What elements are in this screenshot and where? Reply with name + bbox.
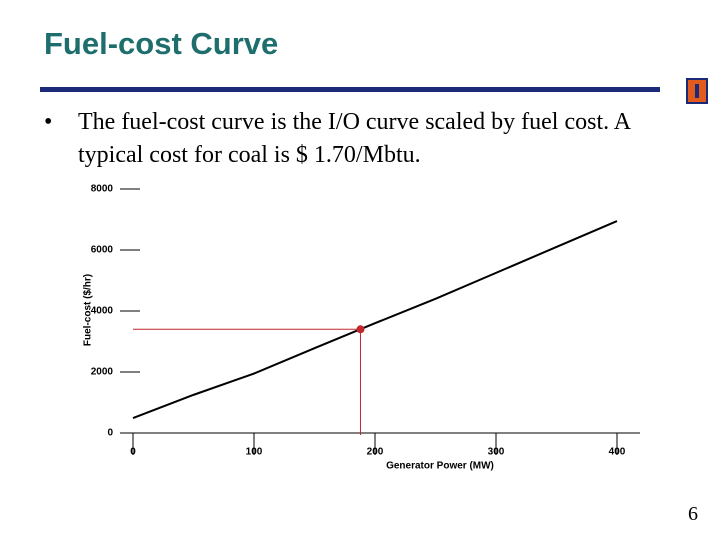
x-tick-label: 100 — [246, 447, 263, 458]
slide-title: Fuel-cost Curve — [44, 26, 279, 61]
x-axis-label: Generator Power (MW) — [386, 461, 494, 472]
y-tick-label: 8000 — [91, 184, 114, 195]
y-tick-label: 2000 — [91, 367, 114, 378]
y-axis-label: Fuel-cost ($/hr) — [83, 274, 94, 346]
x-tick-label: 200 — [367, 447, 384, 458]
y-tick-label: 0 — [107, 428, 113, 439]
title-rule — [40, 87, 660, 92]
bullet-text: The fuel-cost curve is the I/O curve sca… — [44, 106, 658, 172]
x-tick-label: 300 — [488, 447, 505, 458]
logo — [686, 78, 708, 104]
y-tick-label: 4000 — [91, 306, 114, 317]
page-number: 6 — [688, 503, 698, 525]
highlight-point — [356, 325, 365, 334]
x-tick-label: 400 — [609, 447, 626, 458]
x-tick-label: 0 — [130, 447, 136, 458]
y-tick-label: 6000 — [91, 245, 114, 256]
data-line — [132, 220, 618, 419]
